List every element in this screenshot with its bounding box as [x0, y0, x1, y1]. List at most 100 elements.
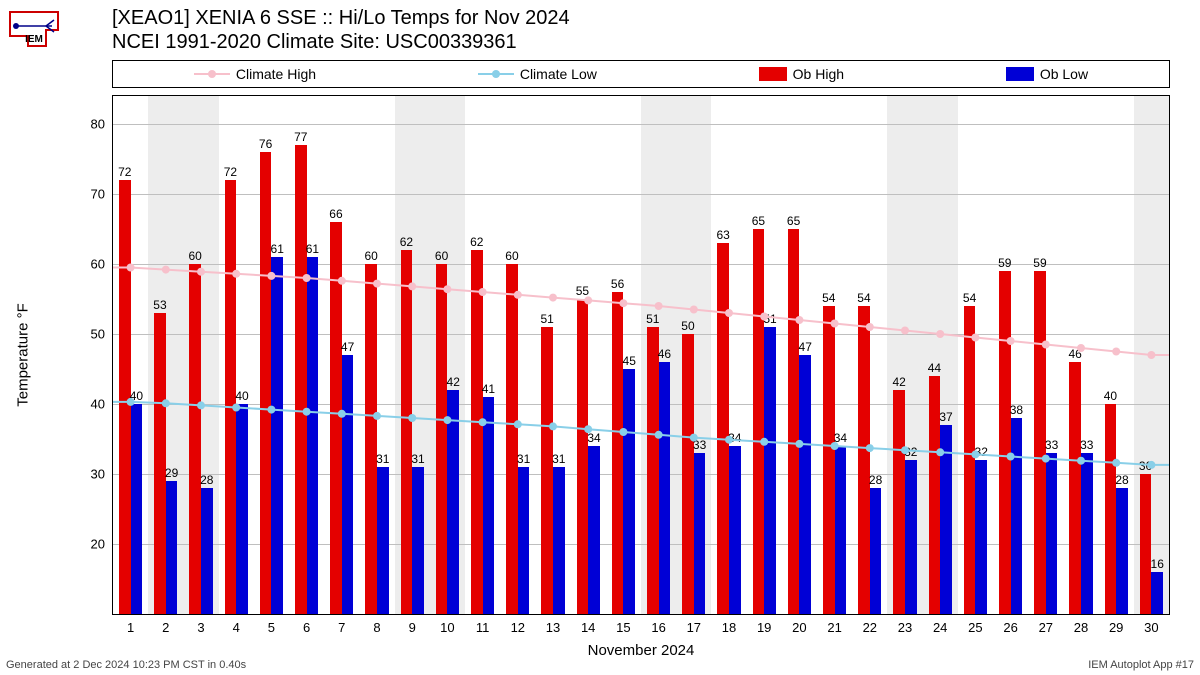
footer-right: IEM Autoplot App #17	[1088, 659, 1194, 671]
climate-high-line-marker	[162, 266, 170, 274]
climate-low-line-marker	[1112, 459, 1120, 467]
climate-high-line-marker	[373, 280, 381, 288]
climate-low-line-marker	[1147, 461, 1155, 469]
climate-high-line-marker	[1112, 348, 1120, 356]
legend-climate-low: Climate Low	[478, 66, 597, 82]
x-tick-label: 10	[440, 620, 454, 635]
climate-low-line-marker	[655, 431, 663, 439]
y-tick-label: 20	[91, 537, 105, 552]
climate-low-line-marker	[795, 440, 803, 448]
legend-swatch-climate-high	[194, 73, 230, 75]
climate-high-line-marker	[127, 264, 135, 272]
title-line-1: [XEAO1] XENIA 6 SSE :: Hi/Lo Temps for N…	[112, 6, 570, 30]
legend-swatch-climate-low	[478, 73, 514, 75]
x-tick-label: 28	[1074, 620, 1088, 635]
climate-low-line-marker	[408, 414, 416, 422]
y-tick-label: 30	[91, 467, 105, 482]
climate-low-line-marker	[1042, 455, 1050, 463]
legend-ob-low: Ob Low	[1006, 66, 1088, 82]
climate-low-line-marker	[267, 406, 275, 414]
y-tick-label: 40	[91, 397, 105, 412]
x-tick-label: 3	[197, 620, 204, 635]
x-tick-label: 30	[1144, 620, 1158, 635]
y-tick-label: 50	[91, 327, 105, 342]
x-tick-label: 15	[616, 620, 630, 635]
x-tick-label: 9	[409, 620, 416, 635]
climate-high-line-marker	[1077, 344, 1085, 352]
legend-ob-high: Ob High	[759, 66, 844, 82]
climate-high-line-marker	[514, 291, 522, 299]
legend-swatch-ob-low	[1006, 67, 1034, 81]
x-tick-label: 29	[1109, 620, 1123, 635]
climate-high-line-marker	[303, 274, 311, 282]
climate-high-line-marker	[338, 277, 346, 285]
climate-low-line-marker	[1077, 457, 1085, 465]
climate-low-line-marker	[127, 398, 135, 406]
climate-high-line-marker	[619, 299, 627, 307]
climate-low-line-marker	[514, 420, 522, 428]
climate-high-line-marker	[479, 288, 487, 296]
x-tick-label: 2	[162, 620, 169, 635]
climate-high-line-marker	[760, 313, 768, 321]
climate-low-line-marker	[584, 425, 592, 433]
climate-low-line-marker	[901, 446, 909, 454]
x-tick-label: 14	[581, 620, 595, 635]
climate-high-line-marker	[1007, 337, 1015, 345]
x-tick-label: 21	[827, 620, 841, 635]
x-tick-label: 16	[651, 620, 665, 635]
climate-high-line-marker	[971, 334, 979, 342]
footer-left: Generated at 2 Dec 2024 10:23 PM CST in …	[6, 659, 246, 671]
legend-climate-high: Climate High	[194, 66, 316, 82]
climate-low-line-marker	[971, 450, 979, 458]
legend: Climate High Climate Low Ob High Ob Low	[112, 60, 1170, 88]
climate-low-line-marker	[479, 418, 487, 426]
climate-low-line-marker	[303, 408, 311, 416]
climate-low-line-marker	[197, 401, 205, 409]
climate-high-line-marker	[831, 320, 839, 328]
climate-low-line-marker	[1007, 453, 1015, 461]
y-tick-label: 60	[91, 257, 105, 272]
climate-high-line-marker	[795, 316, 803, 324]
x-tick-label: 25	[968, 620, 982, 635]
y-tick-label: 80	[91, 117, 105, 132]
climate-high-line-marker	[267, 272, 275, 280]
x-tick-label: 12	[511, 620, 525, 635]
x-tick-label: 7	[338, 620, 345, 635]
climate-high-line-marker	[1147, 351, 1155, 359]
x-tick-label: 22	[863, 620, 877, 635]
climate-high-line-marker	[549, 294, 557, 302]
x-tick-label: 13	[546, 620, 560, 635]
climate-low-line-marker	[936, 448, 944, 456]
climate-low-line-marker	[373, 412, 381, 420]
x-tick-label: 19	[757, 620, 771, 635]
chart-title: [XEAO1] XENIA 6 SSE :: Hi/Lo Temps for N…	[112, 6, 570, 54]
x-tick-label: 26	[1003, 620, 1017, 635]
climate-low-line-marker	[338, 410, 346, 418]
x-tick-label: 1	[127, 620, 134, 635]
iem-logo: IEM	[6, 6, 62, 55]
climate-low-line-marker	[725, 436, 733, 444]
climate-low-line-marker	[760, 438, 768, 446]
x-tick-label: 17	[687, 620, 701, 635]
climate-high-line-marker	[584, 296, 592, 304]
x-tick-label: 27	[1039, 620, 1053, 635]
x-axis-label: November 2024	[588, 642, 695, 659]
title-line-2: NCEI 1991-2020 Climate Site: USC00339361	[112, 30, 570, 54]
climate-high-line-marker	[197, 268, 205, 276]
x-tick-label: 6	[303, 620, 310, 635]
climate-high-line-marker	[901, 327, 909, 335]
climate-high-line-marker	[1042, 341, 1050, 349]
climate-high-line-marker	[690, 306, 698, 314]
y-tick-label: 70	[91, 187, 105, 202]
climate-high-line-marker	[232, 270, 240, 278]
climate-low-line-marker	[831, 442, 839, 450]
x-tick-label: 24	[933, 620, 947, 635]
climate-high-line-marker	[655, 302, 663, 310]
climate-high-line-marker	[443, 285, 451, 293]
climate-high-line-marker	[866, 323, 874, 331]
legend-swatch-ob-high	[759, 67, 787, 81]
svg-text:IEM: IEM	[25, 34, 43, 45]
x-tick-label: 11	[476, 620, 490, 635]
x-tick-label: 18	[722, 620, 736, 635]
x-tick-label: 4	[233, 620, 240, 635]
